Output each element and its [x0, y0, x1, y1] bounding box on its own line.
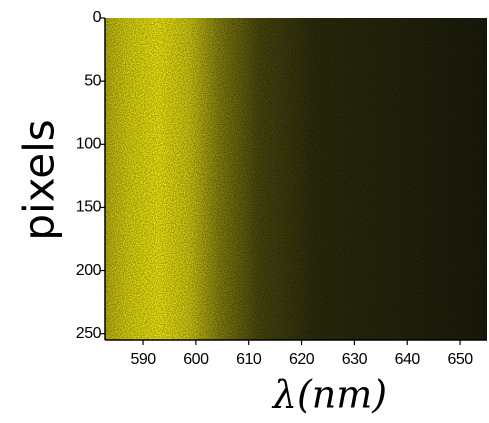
x-tick-label: 650 — [447, 351, 473, 368]
y-tick-label: 150 — [76, 199, 102, 216]
x-tick-label: 620 — [289, 351, 315, 368]
y-tick-label: 250 — [76, 325, 102, 342]
y-tick-label: 200 — [76, 262, 102, 279]
y-tick-label: 100 — [76, 135, 102, 152]
x-tick-label: 610 — [236, 351, 262, 368]
x-axis-label: λ(nm) — [271, 373, 387, 417]
y-tick-label: 50 — [84, 72, 101, 89]
image-noise — [105, 18, 487, 340]
x-tick-label: 640 — [395, 351, 421, 368]
x-tick-label: 600 — [183, 351, 209, 368]
x-tick-label: 630 — [342, 351, 368, 368]
y-axis-label: pixels — [15, 119, 64, 240]
x-tick-label: 590 — [130, 351, 156, 368]
y-tick-label: 0 — [93, 9, 102, 26]
